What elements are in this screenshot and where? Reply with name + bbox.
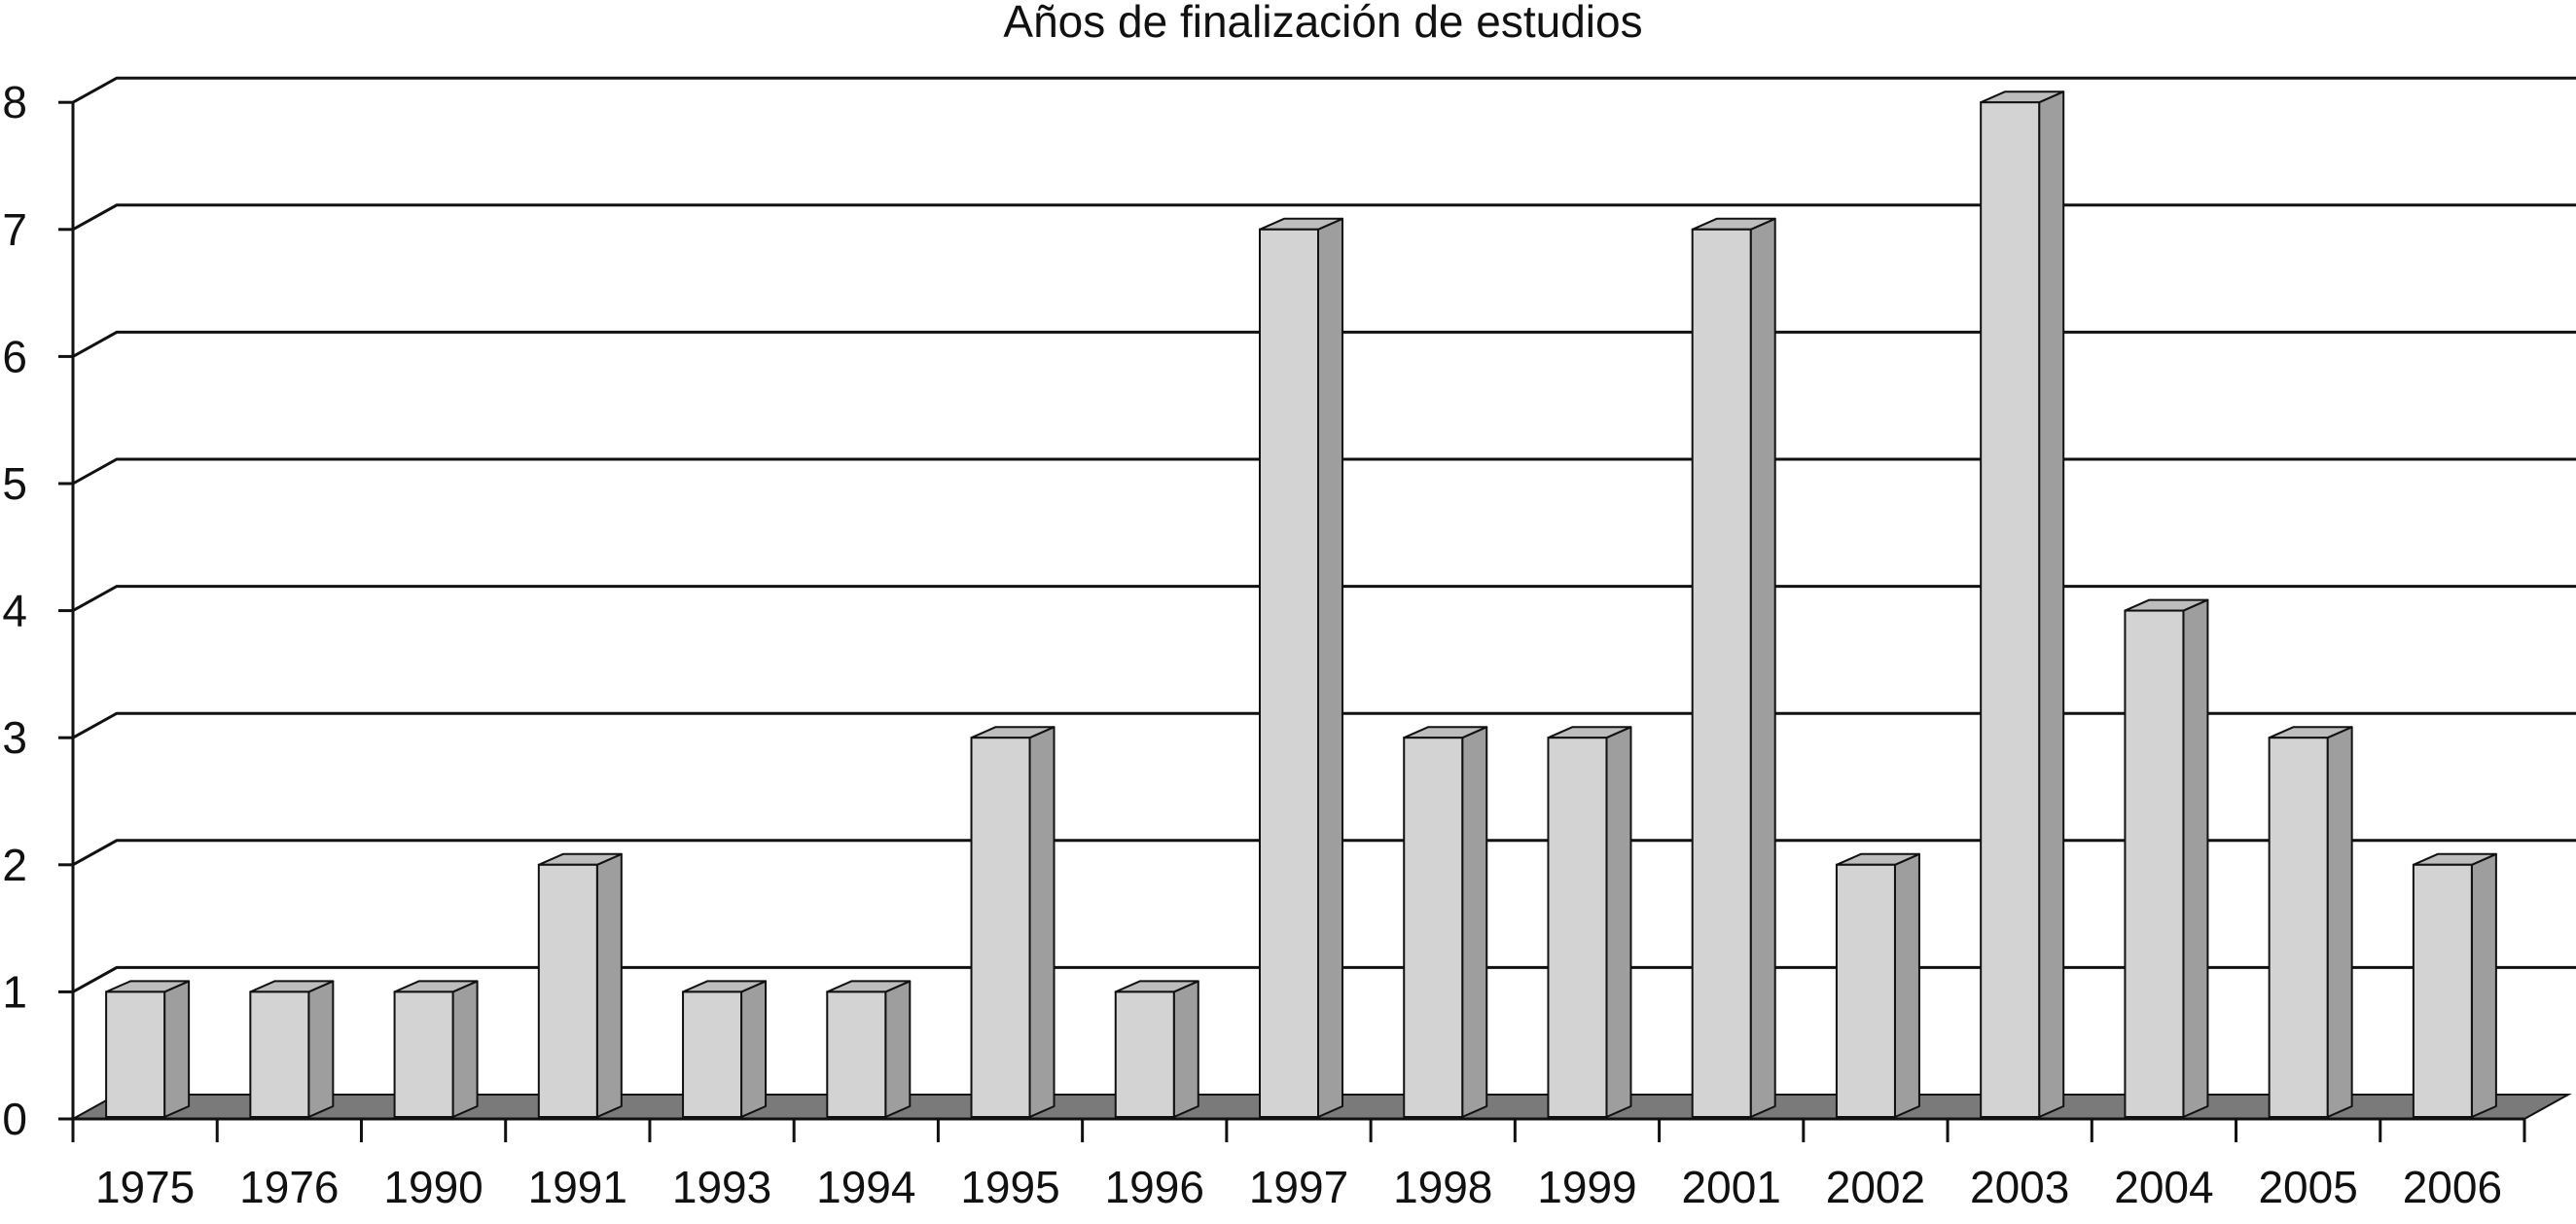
bar-front bbox=[537, 863, 598, 1118]
x-tick-label: 1990 bbox=[383, 1162, 483, 1212]
bar-front bbox=[105, 990, 166, 1119]
bar-side bbox=[1317, 217, 1343, 1118]
y-tick-label: 4 bbox=[2, 586, 27, 636]
bar-side bbox=[884, 980, 912, 1118]
bar-side bbox=[2182, 598, 2209, 1118]
bar-side bbox=[740, 980, 768, 1118]
bar bbox=[2412, 852, 2497, 1118]
bar-front bbox=[1114, 990, 1175, 1119]
x-tick-label: 1999 bbox=[1537, 1162, 1636, 1212]
bar-side bbox=[307, 980, 335, 1118]
bar-front bbox=[1835, 863, 1896, 1118]
bar-front bbox=[826, 990, 887, 1119]
bar-front bbox=[2268, 737, 2329, 1118]
x-tick-label: 2006 bbox=[2403, 1162, 2502, 1212]
axes bbox=[71, 102, 2524, 1125]
bar bbox=[826, 980, 912, 1119]
bar bbox=[1259, 217, 1343, 1119]
bar-front bbox=[1980, 101, 2041, 1119]
gridline bbox=[72, 203, 2576, 232]
bar bbox=[2124, 598, 2209, 1118]
x-axis-ticks: 1975 1976 1990 1991 1993 1994 1995 1996 1997 1998… bbox=[71, 1119, 2526, 1212]
bar-front bbox=[249, 990, 310, 1119]
bar-front bbox=[1403, 737, 1464, 1118]
x-tick-label: 1991 bbox=[528, 1162, 627, 1212]
y-tick-label: 0 bbox=[2, 1094, 27, 1144]
bar-side bbox=[1893, 852, 1920, 1118]
bar-side bbox=[1749, 217, 1776, 1118]
y-tick-label: 1 bbox=[2, 966, 27, 1017]
x-tick-label: 1993 bbox=[672, 1162, 771, 1212]
bar bbox=[1547, 726, 1632, 1118]
bar bbox=[249, 980, 335, 1119]
bar-side bbox=[451, 980, 479, 1118]
y-tick-label: 6 bbox=[2, 331, 27, 381]
bar bbox=[1691, 217, 1776, 1119]
bar-front bbox=[682, 990, 743, 1119]
bar bbox=[105, 980, 191, 1119]
x-tick-label: 2002 bbox=[1826, 1162, 1925, 1212]
y-tick-label: 7 bbox=[2, 204, 27, 255]
bar bbox=[1835, 852, 1920, 1118]
bar bbox=[1403, 726, 1488, 1118]
bar-front bbox=[2124, 609, 2185, 1118]
bar-side bbox=[1605, 726, 1632, 1118]
bar-side bbox=[1172, 980, 1199, 1118]
x-tick-label: 1996 bbox=[1105, 1162, 1204, 1212]
x-tick-label: 1998 bbox=[1393, 1162, 1492, 1212]
bar bbox=[682, 980, 768, 1119]
bar-front bbox=[1547, 737, 1608, 1118]
bar-side bbox=[2326, 726, 2353, 1118]
bar bbox=[970, 726, 1055, 1118]
bar-side bbox=[163, 980, 191, 1118]
y-tick-label: 5 bbox=[2, 458, 27, 509]
x-tick-label: 1994 bbox=[816, 1162, 915, 1212]
bar-side bbox=[2470, 852, 2497, 1118]
bar-front bbox=[2412, 863, 2473, 1118]
bar-front bbox=[970, 737, 1031, 1118]
bar-side bbox=[2038, 90, 2065, 1118]
bar bbox=[1114, 980, 1199, 1119]
bar bbox=[393, 980, 479, 1119]
bar bbox=[537, 852, 623, 1118]
gridlines bbox=[72, 76, 2576, 993]
x-tick-label: 2004 bbox=[2114, 1162, 2213, 1212]
bars bbox=[105, 90, 2497, 1119]
x-tick-label: 2001 bbox=[1682, 1162, 1781, 1212]
bar-side bbox=[595, 852, 623, 1118]
bar bbox=[1980, 90, 2065, 1119]
y-axis-ticks: 0 1 2 3 4 5 6 7 8 bbox=[2, 77, 73, 1144]
x-tick-label: 1976 bbox=[239, 1162, 339, 1212]
x-tick-label: 2003 bbox=[1970, 1162, 2069, 1212]
gridline bbox=[72, 76, 2576, 104]
bar-side bbox=[1028, 726, 1055, 1118]
y-tick-label: 2 bbox=[2, 840, 27, 890]
x-tick-label: 1975 bbox=[95, 1162, 195, 1212]
bar-side bbox=[1461, 726, 1488, 1118]
bar bbox=[2268, 726, 2353, 1118]
bar-front bbox=[393, 990, 454, 1119]
x-tick-label: 2005 bbox=[2258, 1162, 2357, 1212]
bar-front bbox=[1691, 228, 1752, 1119]
x-tick-label: 1997 bbox=[1249, 1162, 1348, 1212]
x-tick-label: 1995 bbox=[960, 1162, 1059, 1212]
chart-title: Años de finalización de estudios bbox=[1003, 0, 1642, 47]
y-tick-label: 3 bbox=[2, 712, 27, 763]
y-tick-label: 8 bbox=[2, 77, 27, 127]
bar-front bbox=[1259, 228, 1319, 1119]
